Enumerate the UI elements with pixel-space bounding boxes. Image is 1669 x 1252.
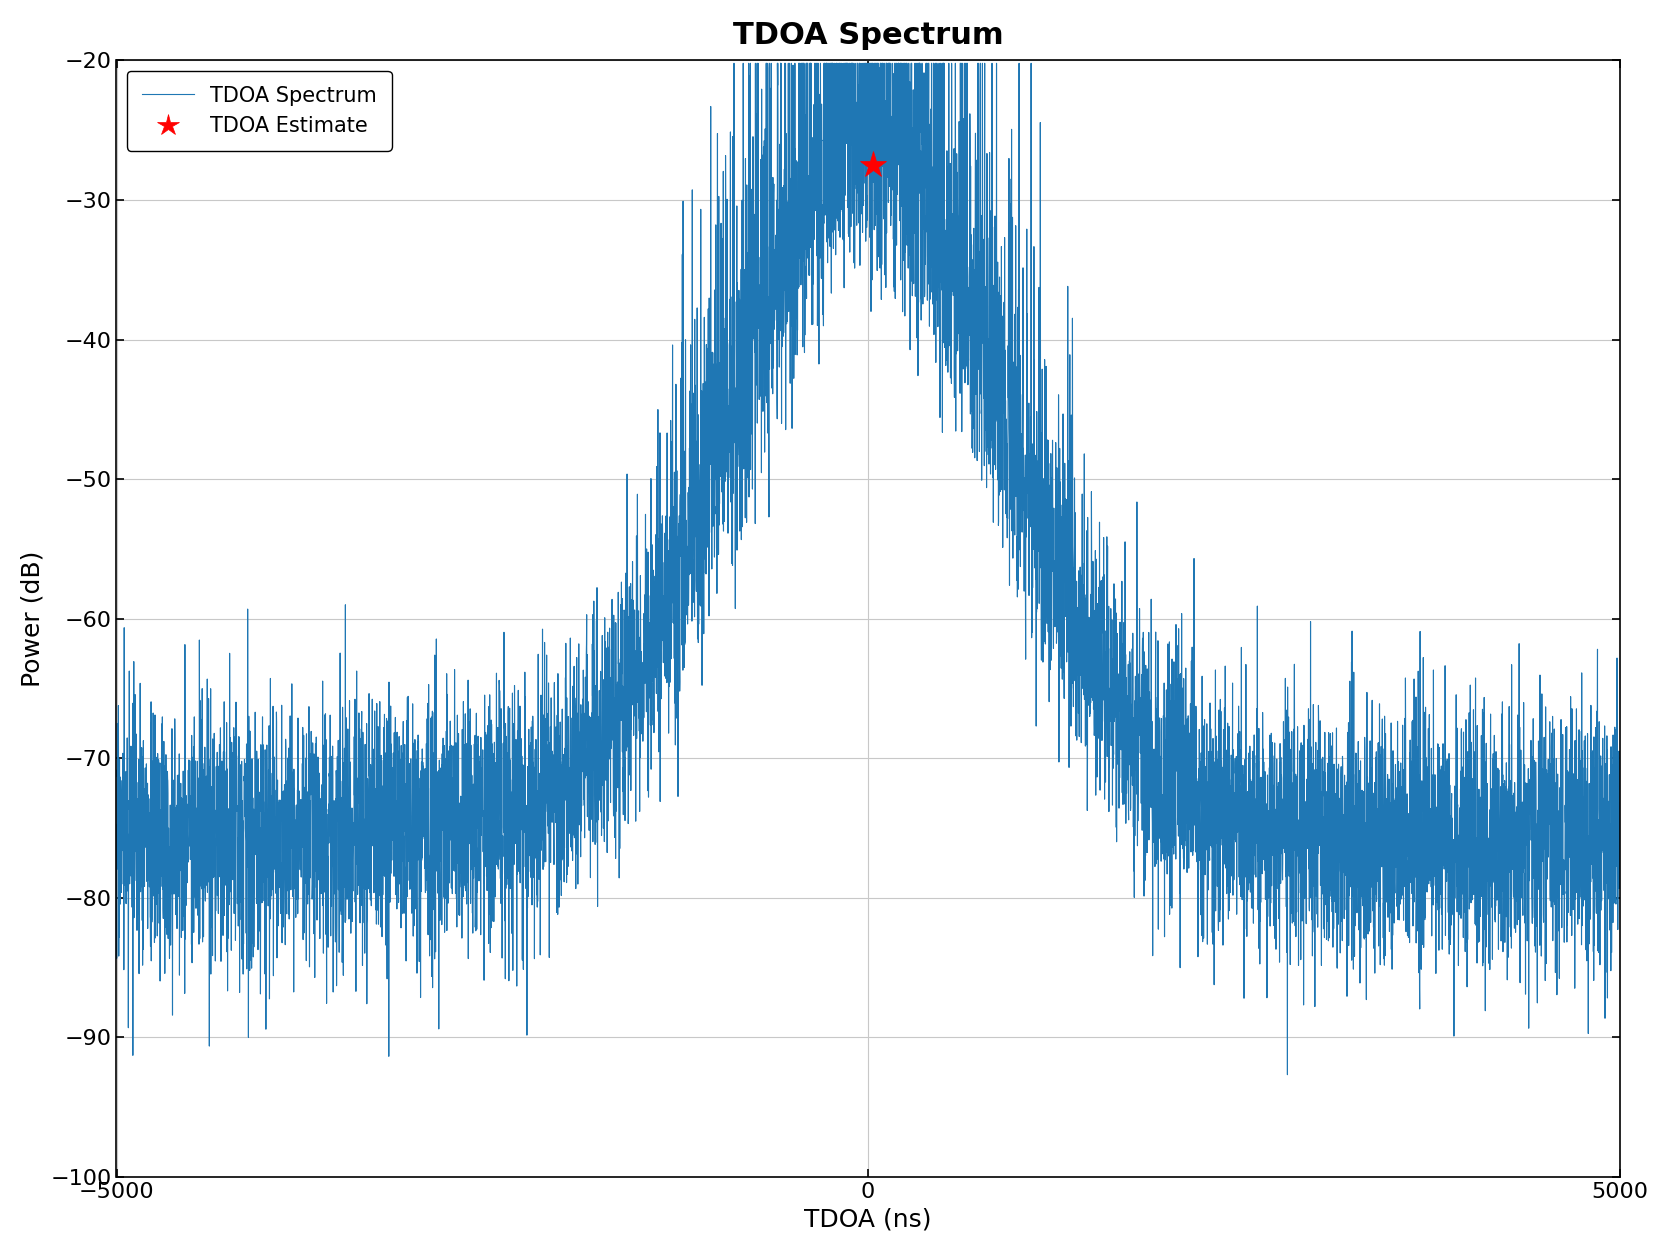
Line: TDOA Spectrum: TDOA Spectrum <box>117 64 1619 1074</box>
Legend: TDOA Spectrum, TDOA Estimate: TDOA Spectrum, TDOA Estimate <box>127 71 392 150</box>
TDOA Spectrum <box>651 596 671 611</box>
Title: TDOA Spectrum: TDOA Spectrum <box>733 21 1003 50</box>
X-axis label: TDOA (ns): TDOA (ns) <box>804 1207 931 1231</box>
TDOA Spectrum <box>724 56 744 71</box>
TDOA Spectrum <box>1302 796 1322 811</box>
TDOA Spectrum <box>1609 836 1629 851</box>
TDOA Spectrum <box>996 495 1016 510</box>
TDOA Spectrum <box>1061 660 1082 675</box>
TDOA Spectrum <box>1222 869 1242 884</box>
TDOA Spectrum <box>1277 1067 1297 1082</box>
TDOA Spectrum <box>107 818 127 833</box>
Y-axis label: Power (dB): Power (dB) <box>20 551 45 687</box>
TDOA Spectrum <box>182 955 202 970</box>
